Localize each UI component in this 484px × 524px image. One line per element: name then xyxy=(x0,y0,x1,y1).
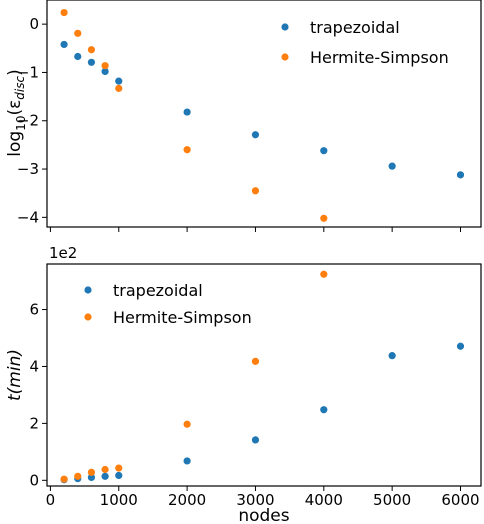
x-tick-label: 6000 xyxy=(441,491,479,509)
hermite-simpson-point xyxy=(183,420,191,428)
trapezoidal-point xyxy=(74,52,82,61)
hermite-simpson-point xyxy=(115,84,123,92)
top-y-axis-label: log10(εdisc) xyxy=(5,69,28,156)
y-tick-label: 4 xyxy=(29,357,39,375)
hermite-simpson-point xyxy=(320,214,328,222)
hermite-simpson-point xyxy=(320,270,328,278)
top-legend: trapezoidal Hermite-Simpson xyxy=(281,18,449,67)
trapezoidal-point xyxy=(388,162,396,170)
hermite-simpson-point xyxy=(251,187,260,195)
top-y-ticks: 0 −1 −2 −3 −4 xyxy=(17,15,47,226)
y-tick-label: 0 xyxy=(29,15,39,33)
y-tick-label: −4 xyxy=(17,208,39,226)
bottom-data-points xyxy=(60,270,465,484)
trapezoidal-point xyxy=(115,77,123,85)
x-tick-label: 2000 xyxy=(168,491,206,509)
bottom-legend: trapezoidal Hermite-Simpson xyxy=(84,281,252,327)
x-tick-label: 0 xyxy=(46,491,56,509)
x-tick-label: 5000 xyxy=(373,491,411,509)
y-tick-label: 2 xyxy=(29,414,39,432)
y-tick-label: 0 xyxy=(29,471,39,489)
trapezoidal-point xyxy=(456,342,465,350)
x-tick-label: 1000 xyxy=(100,491,138,509)
trapezoidal-point xyxy=(115,471,123,480)
hermite-simpson-point xyxy=(101,62,109,70)
hermite-simpson-point xyxy=(60,8,68,17)
top-panel: 0 −1 −2 −3 −4 trapezoidal Hermite-Simpson log… xyxy=(5,0,482,232)
legend-marker xyxy=(281,53,289,61)
legend-label: trapezoidal xyxy=(113,281,203,300)
trapezoidal-point xyxy=(183,457,191,465)
hermite-simpson-point xyxy=(87,468,96,476)
bottom-x-ticks: 0 1000 2000 3000 4000 5000 6000 xyxy=(46,486,480,509)
hermite-simpson-point xyxy=(74,29,82,37)
bottom-x-axis-label: nodes xyxy=(238,506,289,524)
hermite-simpson-point xyxy=(87,46,96,54)
trapezoidal-point xyxy=(320,147,328,155)
hermite-simpson-point xyxy=(115,464,123,472)
trapezoidal-point xyxy=(87,473,96,482)
legend-label: Hermite-Simpson xyxy=(113,308,252,327)
top-data-points xyxy=(60,8,465,222)
trapezoidal-point xyxy=(320,406,328,414)
bottom-plot-frame xyxy=(46,263,482,487)
legend-marker xyxy=(84,286,92,294)
trapezoidal-point xyxy=(183,108,191,116)
bottom-y-ticks: 0 2 4 6 xyxy=(29,301,47,489)
trapezoidal-point xyxy=(456,171,465,179)
bottom-offset-text: 1e2 xyxy=(49,244,77,262)
trapezoidal-point xyxy=(87,58,96,66)
bottom-panel: 0 2 4 6 0 1000 2000 3000 4000 5000 6000 trapezoid… xyxy=(5,244,482,524)
y-tick-label: 6 xyxy=(29,301,39,319)
bottom-y-axis-label: t(min) xyxy=(5,349,25,401)
hermite-simpson-point xyxy=(251,357,260,365)
top-x-ticks xyxy=(49,227,461,232)
legend-marker xyxy=(281,23,289,31)
y-tick-label: −1 xyxy=(17,63,39,81)
trapezoidal-point xyxy=(251,131,260,139)
x-tick-label: 4000 xyxy=(305,491,343,509)
hermite-simpson-point xyxy=(60,475,68,483)
y-tick-label: −3 xyxy=(17,160,39,178)
trapezoidal-point xyxy=(101,472,109,480)
hermite-simpson-point xyxy=(74,472,82,480)
trapezoidal-point xyxy=(251,436,260,444)
legend-label: Hermite-Simpson xyxy=(310,48,449,67)
legend-label: trapezoidal xyxy=(310,18,400,37)
hermite-simpson-point xyxy=(183,146,191,154)
top-plot-frame xyxy=(46,0,482,228)
hermite-simpson-point xyxy=(101,465,109,474)
trapezoidal-point xyxy=(60,40,68,49)
trapezoidal-point xyxy=(388,352,396,360)
x-tick-label: 3000 xyxy=(236,491,274,509)
legend-marker xyxy=(84,313,92,321)
y-tick-label: −2 xyxy=(17,112,39,130)
trapezoidal-point xyxy=(101,67,109,76)
